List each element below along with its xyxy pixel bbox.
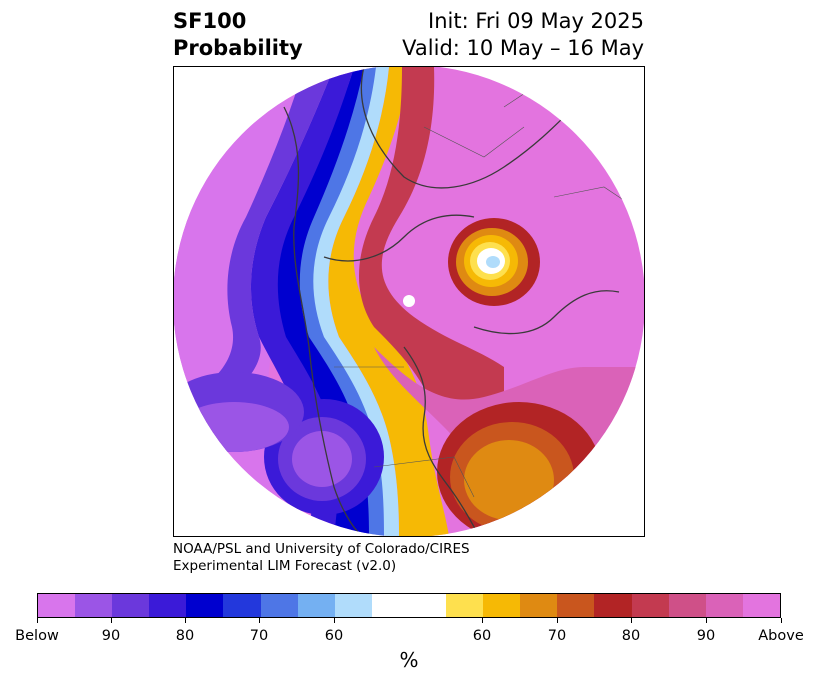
colorbar-tick-mark xyxy=(334,618,335,623)
warm-core-north xyxy=(359,67,504,427)
colorbar-tick-label: 70 xyxy=(249,628,269,644)
colorbar-tick-label: 60 xyxy=(472,628,492,644)
atlantic-warm-core xyxy=(464,440,554,520)
credit-line-2: Experimental LIM Forecast (v2.0) xyxy=(173,558,397,574)
colorbar-tick-mark xyxy=(631,618,632,623)
colorbar-segment xyxy=(631,594,669,617)
colorbar-segment xyxy=(260,594,298,617)
map-title: SF100 Probability xyxy=(173,8,303,62)
title-line-metric: Probability xyxy=(173,36,303,60)
colorbar-segment xyxy=(557,594,595,617)
colorbar-segment xyxy=(297,594,335,617)
pacific-cold-inner xyxy=(179,402,289,452)
colorbar-tick-label: 90 xyxy=(696,628,716,644)
colorbar-segment xyxy=(112,594,150,617)
colorbar-segment xyxy=(742,594,780,617)
colorbar-tick-mark xyxy=(482,618,483,623)
title-line-variable: SF100 xyxy=(173,9,247,33)
colorbar-segment xyxy=(483,594,521,617)
colorbar-tick-mark xyxy=(259,618,260,623)
colorbar-tick-label: 70 xyxy=(547,628,567,644)
colorbar-segment xyxy=(223,594,261,617)
colorbar-tick-mark xyxy=(111,618,112,623)
colorbar-tick-label: 80 xyxy=(175,628,195,644)
pole-marker xyxy=(403,295,415,307)
cold-band-light xyxy=(303,67,399,536)
cold-fringe xyxy=(204,67,334,407)
colorbar-tick-mark xyxy=(781,618,782,623)
valid-range: Valid: 10 May – 16 May xyxy=(402,36,644,60)
colorbar-tick-label: 90 xyxy=(101,628,121,644)
map-canvas xyxy=(174,67,644,536)
forecast-dates: Init: Fri 09 May 2025 Valid: 10 May – 16… xyxy=(402,8,644,62)
colorbar-tick-label: Below xyxy=(15,628,59,644)
probability-map xyxy=(173,66,645,537)
colorbar-unit-label: % xyxy=(399,648,419,672)
colorbar-tick-mark xyxy=(185,618,186,623)
colorbar xyxy=(37,593,781,618)
init-date: Init: Fri 09 May 2025 xyxy=(428,9,644,33)
forecast-field xyxy=(174,67,644,536)
colorbar-segment xyxy=(38,594,76,617)
colorbar-segment xyxy=(446,594,484,617)
credit-line-1: NOAA/PSL and University of Colorado/CIRE… xyxy=(173,541,470,557)
colorbar-tick-label: 80 xyxy=(621,628,641,644)
colorbar-segment xyxy=(149,594,187,617)
colorbar-segment xyxy=(668,594,706,617)
colorbar-tick-mark xyxy=(706,618,707,623)
colorbar-segment xyxy=(334,594,372,617)
credit-text: NOAA/PSL and University of Colorado/CIRE… xyxy=(173,541,470,575)
colorbar-segment xyxy=(371,594,447,617)
colorbar-segment xyxy=(75,594,113,617)
colorbar-tick-mark xyxy=(557,618,558,623)
colorbar-tick-label: Above xyxy=(758,628,804,644)
colorbar-tick-mark xyxy=(37,618,38,623)
colorbar-segment xyxy=(520,594,558,617)
polar-cool-spot xyxy=(486,256,500,268)
borders xyxy=(334,86,635,498)
colorbar-segment xyxy=(594,594,632,617)
sw-cold-core xyxy=(292,431,352,487)
colorbar-tick-label: 60 xyxy=(324,628,344,644)
colorbar-segment xyxy=(705,594,743,617)
coastlines xyxy=(283,67,620,536)
colorbar-segment xyxy=(186,594,224,617)
warm-band-gold xyxy=(328,67,449,536)
